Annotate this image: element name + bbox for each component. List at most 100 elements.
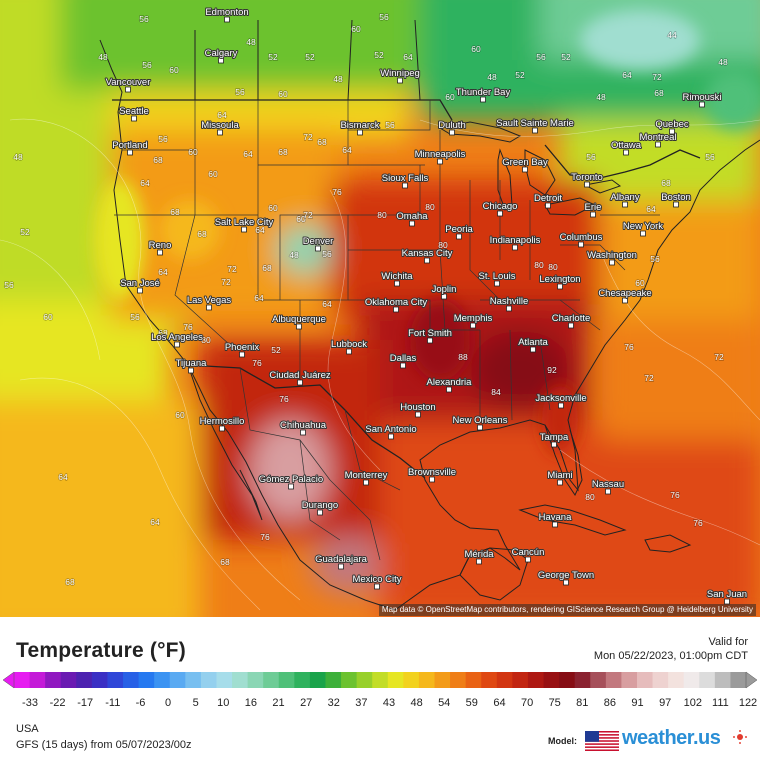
city-marker[interactable]: New Orleans: [452, 414, 509, 431]
city-marker[interactable]: Nassau: [591, 478, 625, 495]
city-marker[interactable]: Columbus: [559, 231, 604, 248]
city-marker[interactable]: Joplin: [431, 283, 457, 300]
scale-tick-label: 97: [659, 697, 672, 709]
city-marker[interactable]: George Town: [537, 569, 595, 586]
isotherm-label: 76: [260, 532, 270, 542]
city-marker[interactable]: Sioux Falls: [381, 172, 429, 189]
city-marker[interactable]: Chihuahua: [279, 419, 328, 436]
isotherm-label: 52: [271, 345, 281, 355]
city-marker[interactable]: Reno: [148, 239, 172, 256]
city-marker[interactable]: Bismarck: [339, 119, 381, 136]
city-marker[interactable]: Calgary: [204, 47, 239, 64]
city-marker[interactable]: Mérida: [463, 548, 495, 565]
city-marker[interactable]: San Antonio: [364, 423, 418, 440]
city-label: Las Vegas: [187, 295, 232, 306]
isotherm-label: 76: [693, 518, 703, 528]
city-marker[interactable]: Boston: [660, 191, 692, 208]
isotherm-label: 68: [278, 147, 288, 157]
city-marker[interactable]: Las Vegas: [186, 294, 232, 311]
city-marker[interactable]: St. Louis: [478, 270, 517, 287]
city-marker[interactable]: Jacksonville: [534, 392, 588, 409]
city-marker[interactable]: Thunder Bay: [455, 86, 511, 103]
city-marker[interactable]: Washington: [586, 249, 638, 266]
city-marker[interactable]: Green Bay: [501, 156, 549, 173]
city-dot: [218, 57, 224, 64]
city-marker[interactable]: Albuquerque: [271, 313, 327, 330]
city-marker[interactable]: Hermosillo: [199, 415, 245, 432]
isotherm-label: 60: [655, 132, 665, 142]
isotherm-label: 68: [317, 137, 327, 147]
scale-cell: [403, 672, 420, 688]
city-marker[interactable]: Guadalajara: [314, 553, 369, 570]
city-marker[interactable]: Chicago: [482, 200, 518, 217]
city-marker[interactable]: Tampa: [539, 431, 570, 448]
city-marker[interactable]: Lubbock: [330, 338, 368, 355]
city-marker[interactable]: Omaha: [395, 210, 429, 227]
city-marker[interactable]: Alexandria: [426, 376, 473, 393]
city-marker[interactable]: Ottawa: [610, 139, 643, 156]
city-dot: [497, 210, 503, 217]
city-marker[interactable]: Brownsville: [407, 466, 457, 483]
city-marker[interactable]: Durango: [301, 499, 339, 516]
city-marker[interactable]: Houston: [399, 401, 437, 418]
city-marker[interactable]: Charlotte: [551, 312, 591, 329]
city-marker[interactable]: Dallas: [389, 352, 417, 369]
city-dot: [441, 293, 447, 300]
city-marker[interactable]: New York: [622, 220, 664, 237]
city-marker[interactable]: Salt Lake City: [214, 216, 275, 233]
brand-logo[interactable]: weather.us: [622, 727, 721, 749]
city-marker[interactable]: Duluth: [437, 119, 467, 136]
city-marker[interactable]: Ciudad Juárez: [268, 369, 332, 386]
city-marker[interactable]: Wichita: [380, 270, 414, 287]
city-marker[interactable]: Cancún: [511, 546, 545, 563]
scale-tick-label: 111: [712, 697, 729, 709]
isotherm-label: 68: [654, 88, 664, 98]
city-marker[interactable]: Fort Smith: [407, 327, 453, 344]
scale-tick-label: 102: [683, 697, 702, 709]
city-marker[interactable]: Indianapolis: [489, 234, 542, 251]
city-dot: [699, 101, 705, 108]
city-marker[interactable]: Miami: [546, 469, 574, 486]
city-marker[interactable]: Havana: [538, 511, 573, 528]
isotherm-label: 60: [43, 312, 53, 322]
city-marker[interactable]: San José: [119, 277, 161, 294]
city-marker[interactable]: Edmonton: [204, 6, 250, 23]
city-marker[interactable]: Missoula: [200, 119, 240, 136]
temperature-map[interactable]: 56 56 48 60 52 64 60 52 56 52 48 56 60 52 52 48 48 60 48 64…: [0, 0, 760, 617]
city-marker[interactable]: Toronto: [570, 171, 604, 188]
city-marker[interactable]: Seattle: [118, 105, 150, 122]
city-marker[interactable]: Gómez Palacio: [258, 473, 324, 490]
city-marker[interactable]: Erie: [584, 201, 602, 218]
city-marker[interactable]: Quebec: [654, 118, 690, 135]
city-marker[interactable]: Sault Sainte Marie: [495, 117, 575, 134]
city-dot: [315, 245, 321, 252]
city-marker[interactable]: Portland: [111, 139, 149, 156]
city-dot: [590, 211, 596, 218]
city-marker[interactable]: Phoenix: [224, 341, 260, 358]
city-marker[interactable]: Tijuana: [175, 357, 208, 374]
city-marker[interactable]: Kansas City: [401, 247, 454, 264]
city-marker[interactable]: Vancouver: [105, 76, 151, 93]
isotherm-label: 64: [217, 110, 227, 120]
city-marker[interactable]: Detroit: [533, 192, 563, 209]
city-marker[interactable]: Lexington: [538, 273, 582, 290]
city-marker[interactable]: Nashville: [489, 295, 529, 312]
city-label: Joplin: [432, 284, 457, 295]
city-marker[interactable]: Minneapolis: [414, 148, 467, 165]
city-marker[interactable]: Oklahoma City: [364, 296, 428, 313]
city-marker[interactable]: Albany: [609, 191, 641, 208]
city-marker[interactable]: Rimouski: [681, 91, 723, 108]
city-dot: [545, 202, 551, 209]
city-marker[interactable]: Monterrey: [344, 469, 389, 486]
city-marker[interactable]: Memphis: [453, 312, 494, 329]
city-marker[interactable]: Mexico City: [351, 573, 403, 590]
city-label: Miami: [547, 470, 572, 481]
city-marker[interactable]: Peoria: [444, 223, 474, 240]
city-marker[interactable]: Winnipeg: [379, 67, 421, 84]
city-marker[interactable]: Denver: [302, 235, 334, 252]
city-marker[interactable]: Montreal: [639, 131, 677, 148]
city-label: Sault Sainte Marie: [496, 118, 574, 129]
city-marker[interactable]: Chesapeake: [597, 287, 653, 304]
city-marker[interactable]: Atlanta: [517, 336, 550, 353]
city-marker[interactable]: Los Angeles: [150, 331, 204, 348]
